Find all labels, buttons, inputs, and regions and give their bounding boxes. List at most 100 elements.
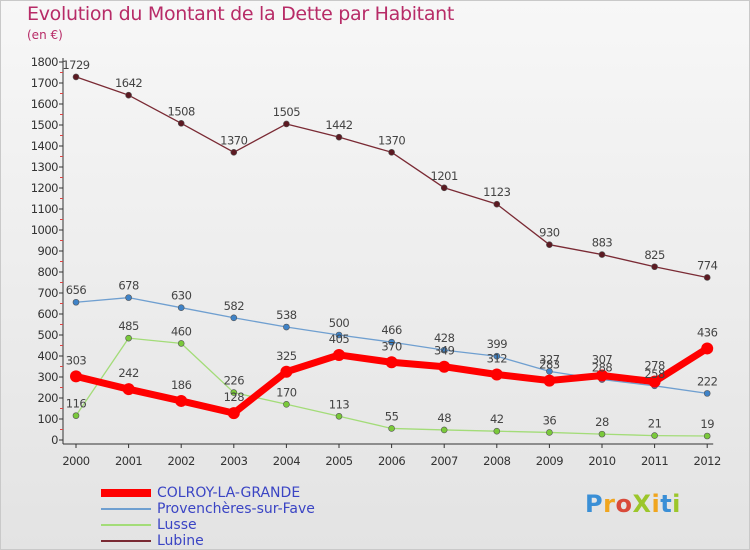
chart-title: Evolution du Montant de la Dette par Hab… (27, 3, 455, 25)
data-point (648, 375, 661, 388)
data-point (70, 370, 82, 383)
data-label: 825 (644, 248, 665, 262)
data-point (177, 340, 185, 347)
data-label: 883 (592, 236, 613, 250)
data-point (703, 274, 711, 281)
logo-letter: o (615, 490, 633, 518)
data-label: 656 (66, 283, 87, 297)
data-point (72, 412, 80, 419)
data-point (125, 294, 132, 301)
data-point (72, 73, 80, 81)
data-point (546, 241, 553, 248)
data-label: 582 (224, 299, 245, 313)
data-label: 36 (543, 413, 557, 427)
data-point (283, 120, 290, 128)
data-label: 325 (276, 349, 297, 363)
data-label: 1729 (62, 58, 89, 72)
data-label: 55 (385, 409, 399, 423)
data-label: 28 (595, 415, 609, 429)
y-tick-label: 1400 (31, 139, 58, 153)
y-tick-label: 100 (38, 412, 59, 426)
data-label: 21 (648, 417, 662, 431)
data-label: 283 (539, 358, 560, 372)
data-label: 116 (66, 397, 87, 411)
data-label: 170 (276, 385, 297, 399)
y-tick-label: 600 (38, 307, 59, 321)
x-tick-label: 2007 (431, 454, 458, 468)
data-point (440, 426, 448, 434)
y-tick-label: 500 (38, 328, 59, 342)
logo-letter: X (632, 490, 652, 518)
data-label: 500 (329, 316, 350, 330)
y-tick-label: 1700 (31, 76, 58, 90)
data-label: 485 (118, 319, 139, 333)
data-label: 48 (437, 411, 451, 425)
data-point (596, 369, 608, 382)
data-label: 226 (224, 374, 245, 388)
y-tick-label: 1600 (31, 97, 58, 111)
data-label: 312 (487, 351, 508, 365)
data-point (493, 352, 501, 360)
data-point (283, 400, 290, 408)
data-point (543, 374, 556, 387)
data-label: 1442 (325, 118, 352, 132)
x-tick-label: 2012 (694, 454, 721, 468)
x-tick-label: 2000 (62, 454, 89, 468)
data-point (598, 430, 606, 438)
data-point (230, 149, 238, 156)
data-label: 538 (276, 308, 297, 322)
series-lines (70, 73, 714, 440)
data-point (651, 263, 658, 271)
data-label: 460 (171, 324, 192, 338)
data-label: 1508 (168, 104, 195, 118)
data-point (598, 251, 606, 258)
x-tick-label: 2010 (588, 454, 615, 468)
data-label: 278 (644, 359, 665, 373)
data-point (388, 149, 395, 156)
data-label: 1505 (273, 105, 300, 119)
data-label: 307 (592, 353, 613, 367)
data-label: 349 (434, 344, 455, 358)
x-tick-label: 2001 (115, 454, 142, 468)
y-tick-label: 200 (38, 391, 59, 405)
data-labels: 303 242 186 128 325 405 370 349 312 283 307 278 436 6… (62, 58, 718, 431)
data-point (72, 298, 80, 306)
legend-label: Provenchères-sur-Fave (157, 501, 315, 517)
x-tick-label: 2008 (483, 454, 510, 468)
x-tick-label: 2002 (168, 454, 195, 468)
data-point (546, 429, 553, 436)
data-label: 128 (224, 390, 245, 404)
data-label: 678 (118, 279, 139, 293)
x-tick-label: 2004 (273, 454, 300, 468)
legend-swatch (101, 540, 151, 542)
data-point (335, 412, 343, 420)
data-point (490, 368, 503, 381)
x-tick-label: 2003 (220, 454, 247, 468)
data-label: 327 (539, 352, 560, 366)
y-tick-label: 800 (38, 265, 59, 279)
data-point (546, 368, 553, 375)
data-point (440, 184, 448, 192)
data-label: 1201 (431, 169, 458, 183)
data-label: 186 (171, 378, 192, 392)
y-tick-label: 1300 (31, 160, 58, 174)
legend-label: Lubine (157, 533, 204, 549)
data-label: 1370 (378, 133, 405, 147)
data-point (125, 91, 132, 99)
data-point (333, 348, 345, 361)
data-point (701, 342, 714, 355)
data-label: 242 (118, 366, 139, 380)
logo-letter: r (603, 490, 616, 518)
data-point (388, 425, 395, 432)
data-label: 405 (329, 332, 350, 346)
logo-letter: P (585, 490, 604, 518)
data-point (493, 427, 501, 435)
data-point (440, 346, 448, 354)
data-point (177, 120, 185, 127)
data-point (335, 331, 343, 339)
data-label: 774 (697, 258, 718, 272)
legend-label: COLROY-LA-GRANDE (157, 485, 301, 501)
legend-swatch (101, 508, 151, 510)
